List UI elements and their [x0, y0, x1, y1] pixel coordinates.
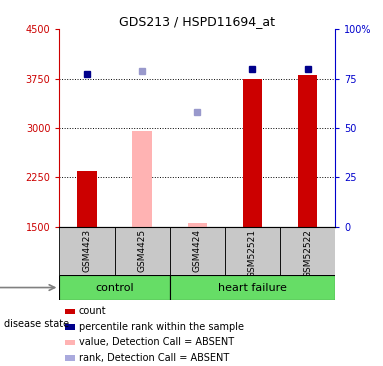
Text: control: control [95, 283, 134, 292]
Bar [133, 131, 152, 227]
Bar [280, 227, 335, 275]
Bar [188, 223, 207, 227]
Text: GSM4424: GSM4424 [193, 229, 202, 272]
Bar [115, 227, 170, 275]
Text: disease state: disease state [4, 319, 69, 329]
Bar [65, 340, 75, 345]
Bar [243, 79, 262, 227]
Bar [65, 324, 75, 330]
Bar [59, 227, 115, 275]
Text: GSM4423: GSM4423 [82, 229, 92, 272]
Bar [59, 275, 170, 300]
Bar [298, 75, 317, 227]
Bar [170, 275, 335, 300]
Title: GDS213 / HSPD11694_at: GDS213 / HSPD11694_at [119, 15, 275, 28]
Bar [65, 355, 75, 361]
Text: percentile rank within the sample: percentile rank within the sample [79, 322, 244, 332]
Bar [65, 309, 75, 314]
Text: value, Detection Call = ABSENT: value, Detection Call = ABSENT [79, 337, 234, 347]
Text: GSM4425: GSM4425 [137, 229, 147, 272]
Text: GSM52521: GSM52521 [248, 229, 257, 278]
Text: GSM52522: GSM52522 [303, 229, 312, 278]
Text: heart failure: heart failure [218, 283, 287, 292]
Bar [170, 227, 225, 275]
Text: rank, Detection Call = ABSENT: rank, Detection Call = ABSENT [79, 353, 229, 363]
Bar [77, 171, 97, 227]
Text: count: count [79, 306, 106, 317]
Bar [225, 227, 280, 275]
